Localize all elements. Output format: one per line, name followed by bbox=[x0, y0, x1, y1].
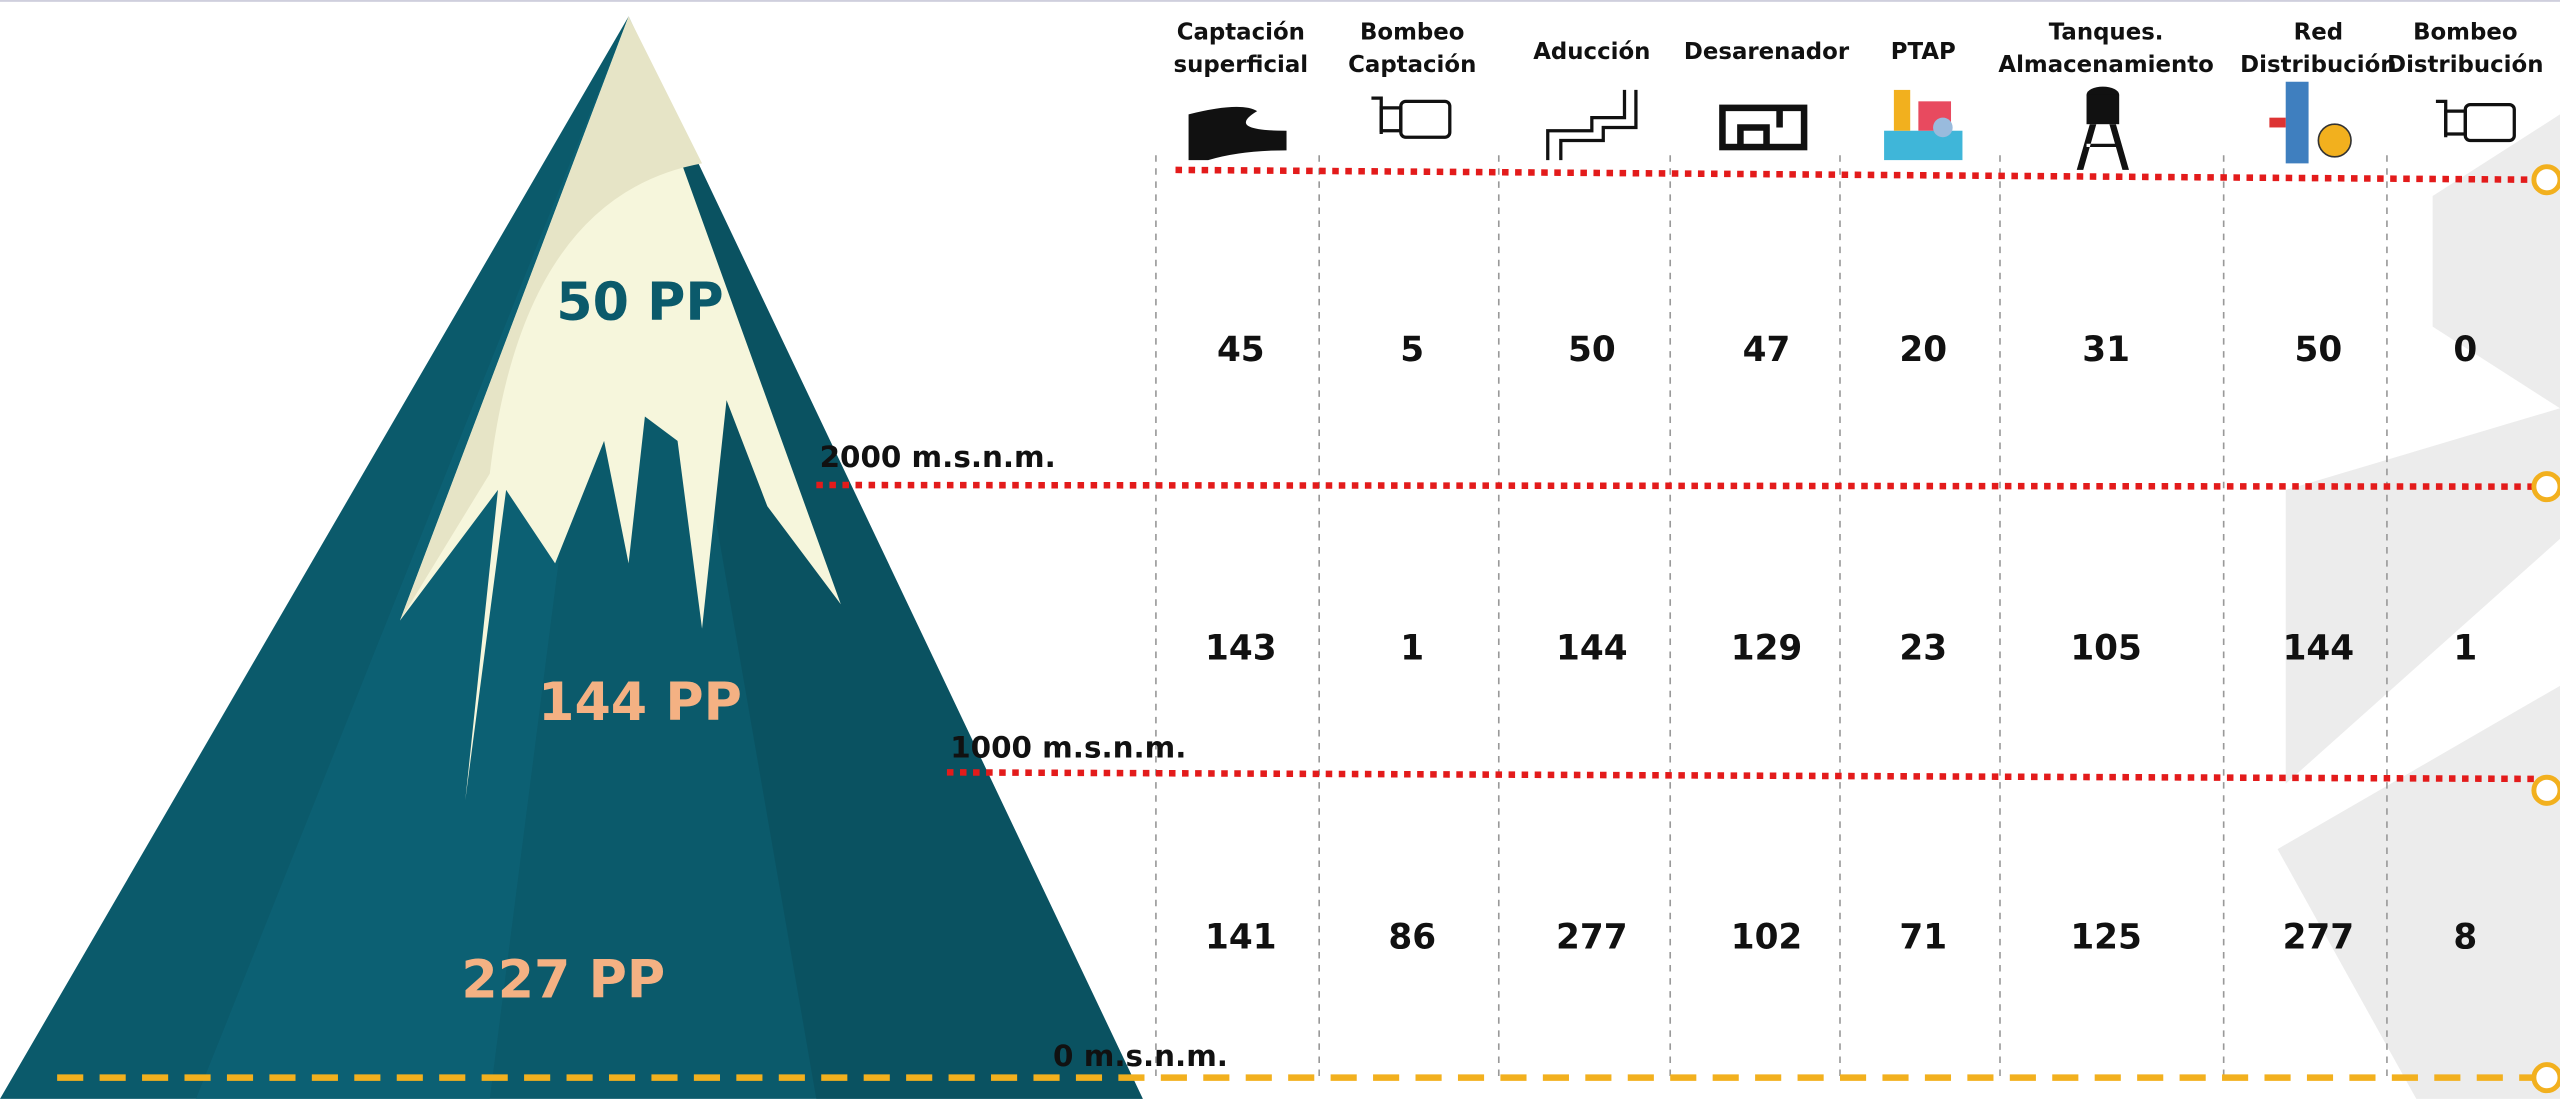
cell-value: 125 bbox=[2070, 918, 2142, 958]
cell-value: 71 bbox=[1899, 918, 1947, 958]
column-header: Almacenamiento bbox=[1998, 52, 2213, 78]
mountain bbox=[0, 16, 1143, 1098]
zone-label: 50 PP bbox=[556, 273, 723, 333]
cell-value: 50 bbox=[1568, 330, 1616, 370]
altitude-label: 1000 m.s.n.m. bbox=[950, 731, 1186, 765]
icons bbox=[1189, 82, 2515, 170]
cell-value: 31 bbox=[2082, 330, 2130, 370]
cell-value: 141 bbox=[1205, 918, 1277, 958]
cell-value: 8 bbox=[2453, 918, 2477, 958]
cell-value: 20 bbox=[1899, 330, 1947, 370]
cell-value: 105 bbox=[2070, 629, 2142, 669]
cell-value: 1 bbox=[2453, 629, 2477, 669]
cell-value: 45 bbox=[1217, 330, 1265, 370]
column-header: Captación bbox=[1348, 52, 1476, 78]
column-header: Red bbox=[2294, 19, 2343, 45]
column-header: Bombeo bbox=[2413, 19, 2517, 45]
infographic: Captación superficial Bombeo Captación Aducc… bbox=[0, 0, 2560, 1099]
column-header: Tanques. bbox=[2049, 19, 2164, 45]
cell-value: 277 bbox=[2283, 918, 2355, 958]
zone-label: 227 PP bbox=[461, 951, 665, 1011]
cell-value: 5 bbox=[1400, 330, 1424, 370]
zone-label: 144 PP bbox=[538, 673, 742, 733]
column-header: Bombeo bbox=[1360, 19, 1464, 45]
cell-value: 144 bbox=[1556, 629, 1628, 669]
cell-value: 0 bbox=[2453, 330, 2477, 370]
altitude-label: 2000 m.s.n.m. bbox=[820, 440, 1056, 474]
column-header: Distribución bbox=[2387, 52, 2543, 78]
cell-value: 50 bbox=[2295, 330, 2343, 370]
column-header: Desarenador bbox=[1684, 39, 1850, 65]
column-header: Captación bbox=[1177, 19, 1305, 45]
cell-value: 129 bbox=[1731, 629, 1803, 669]
altitude-label: 0 m.s.n.m. bbox=[1053, 1039, 1228, 1073]
column-header: Distribución bbox=[2240, 52, 2396, 78]
column-header: Aducción bbox=[1533, 39, 1650, 65]
cell-value: 144 bbox=[2283, 629, 2355, 669]
cell-value: 23 bbox=[1899, 629, 1947, 669]
cell-value: 1 bbox=[1400, 629, 1424, 669]
cell-value: 86 bbox=[1388, 918, 1436, 958]
cell-value: 47 bbox=[1743, 330, 1791, 370]
cell-value: 277 bbox=[1556, 918, 1628, 958]
column-header: superficial bbox=[1174, 52, 1309, 78]
column-header: PTAP bbox=[1891, 39, 1956, 65]
cell-value: 102 bbox=[1731, 918, 1803, 958]
cell-value: 143 bbox=[1205, 629, 1277, 669]
